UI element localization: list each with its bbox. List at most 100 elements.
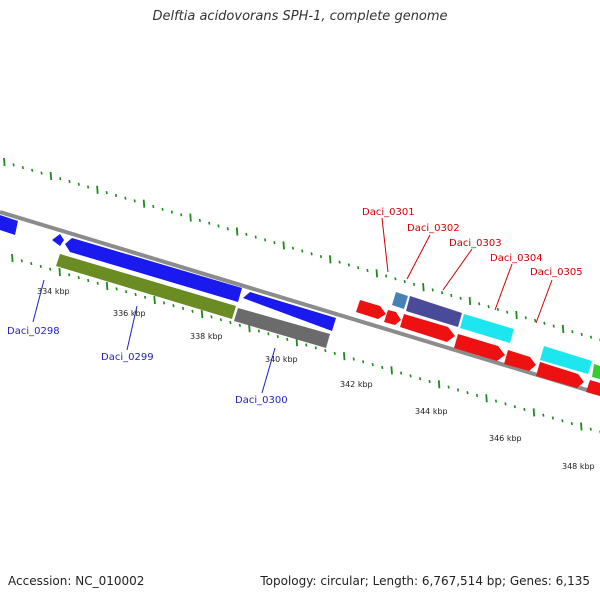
minor-tick <box>87 278 90 283</box>
major-tick <box>375 269 378 278</box>
minor-tick <box>534 318 537 323</box>
minor-tick <box>513 405 516 409</box>
leader-line <box>126 305 138 351</box>
gene-red-forward[interactable] <box>400 314 455 342</box>
gene-red-forward[interactable] <box>586 380 600 396</box>
major-tick <box>58 267 61 277</box>
gene-red-forward[interactable] <box>384 310 401 325</box>
gene-cyan-forward[interactable] <box>460 314 514 343</box>
minor-tick <box>254 235 257 239</box>
minor-tick <box>394 277 397 281</box>
major-tick <box>142 199 146 208</box>
minor-tick <box>347 263 350 267</box>
minor-tick <box>314 346 317 350</box>
minor-tick <box>273 241 276 245</box>
minor-tick <box>478 302 481 306</box>
gene-blue-reverse[interactable] <box>65 238 242 302</box>
leader-line <box>381 217 389 273</box>
major-tick <box>153 296 156 305</box>
minor-tick <box>133 199 136 203</box>
minor-tick <box>77 182 80 186</box>
tick-marks-outer <box>3 157 600 342</box>
gene-blue-reverse[interactable] <box>243 292 336 331</box>
minor-tick <box>352 357 355 361</box>
minor-tick <box>208 221 211 225</box>
minor-tick <box>12 163 15 167</box>
gene-slate-forward[interactable] <box>406 296 462 327</box>
gene-red-forward[interactable] <box>454 334 505 361</box>
minor-tick <box>152 204 155 209</box>
gene-label-daci-0302[interactable]: Daci_0302 <box>407 223 460 234</box>
minor-tick <box>276 335 279 339</box>
minor-tick <box>134 292 137 297</box>
minor-tick <box>217 224 220 228</box>
minor-tick <box>475 393 479 398</box>
minor-tick <box>440 291 444 295</box>
minor-tick <box>338 260 341 264</box>
minor-tick <box>286 337 289 341</box>
minor-tick <box>381 365 384 370</box>
minor-tick <box>267 332 270 336</box>
topology-summary: Topology: circular; Length: 6,767,514 bp… <box>260 574 590 588</box>
gene-blue-reverse[interactable] <box>0 215 18 235</box>
scale-label: 338 kbp <box>190 332 223 341</box>
minor-tick <box>87 185 90 189</box>
gene-olive-forward[interactable] <box>56 254 236 319</box>
minor-tick <box>561 419 564 423</box>
gene-label-daci-0304[interactable]: Daci_0304 <box>490 253 543 264</box>
gene-steel-forward[interactable] <box>392 292 408 309</box>
minor-tick <box>226 227 229 231</box>
minor-tick <box>291 246 295 250</box>
minor-tick <box>181 306 185 311</box>
gene-label-daci-0305[interactable]: Daci_0305 <box>530 267 583 278</box>
gene-label-daci-0298[interactable]: Daci_0298 <box>7 326 60 337</box>
gene-red-forward[interactable] <box>356 300 386 319</box>
minor-tick <box>551 416 554 420</box>
major-tick <box>49 171 53 180</box>
minor-tick <box>198 218 201 222</box>
minor-tick <box>589 335 593 339</box>
backbone-line <box>0 210 600 396</box>
major-tick <box>422 283 425 292</box>
gene-label-daci-0300[interactable]: Daci_0300 <box>235 395 288 406</box>
minor-tick <box>428 379 431 384</box>
minor-tick <box>366 268 369 273</box>
minor-tick <box>506 310 509 314</box>
minor-tick <box>31 168 34 172</box>
gene-label-daci-0301[interactable]: Daci_0301 <box>362 207 415 218</box>
minor-tick <box>403 280 406 284</box>
minor-tick <box>542 413 545 417</box>
major-tick <box>189 213 192 222</box>
gene-red-forward[interactable] <box>536 362 584 388</box>
major-tick <box>248 324 251 333</box>
map-title: Delftia acidovorans SPH-1, complete geno… <box>152 9 448 24</box>
gene-green-forward[interactable] <box>592 364 600 379</box>
major-tick <box>485 394 488 403</box>
gene-cyan-forward[interactable] <box>540 346 592 374</box>
leader-line <box>32 279 45 323</box>
minor-tick <box>40 171 43 175</box>
gene-red-forward[interactable] <box>504 350 536 371</box>
minor-tick <box>39 264 42 268</box>
gene-gray-forward[interactable] <box>234 308 330 348</box>
scale-label: 340 kbp <box>265 355 298 364</box>
gene-blue-reverse[interactable] <box>52 234 64 246</box>
major-tick <box>96 185 99 194</box>
tick-marks-inner <box>11 253 600 434</box>
minor-tick <box>172 304 175 308</box>
major-tick <box>580 422 583 431</box>
minor-tick <box>170 210 173 214</box>
gene-label-daci-0303[interactable]: Daci_0303 <box>449 238 502 249</box>
minor-tick <box>494 399 498 403</box>
gene-label-daci-0299[interactable]: Daci_0299 <box>101 352 154 363</box>
scale-label: 346 kbp <box>489 434 522 443</box>
minor-tick <box>580 332 583 336</box>
minor-tick <box>21 166 24 170</box>
minor-tick <box>324 349 327 353</box>
leader-line <box>535 279 553 324</box>
minor-tick <box>447 385 450 389</box>
minor-tick <box>357 266 360 270</box>
minor-tick <box>523 407 526 412</box>
